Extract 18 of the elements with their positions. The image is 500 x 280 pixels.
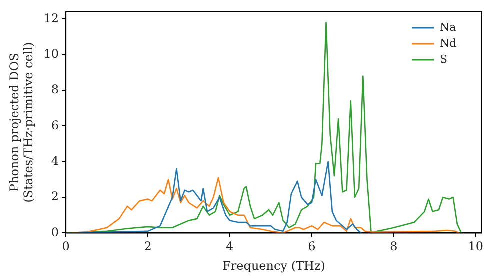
y-tick-label: 2 bbox=[51, 190, 60, 204]
legend-label: S bbox=[440, 52, 448, 66]
x-axis-title: Frequency (THz) bbox=[222, 258, 326, 273]
x-tick-label: 2 bbox=[144, 240, 152, 254]
legend-label: Na bbox=[440, 20, 457, 34]
y-axis-title: Phonon projected DOS (States/THz·primitive cell) bbox=[7, 42, 36, 203]
y-tick-label: 8 bbox=[51, 82, 60, 97]
x-tick-label: 8 bbox=[390, 240, 398, 254]
legend-label: Nd bbox=[440, 36, 457, 50]
x-tick-label: 4 bbox=[226, 240, 234, 254]
y-tick-label: 12 bbox=[44, 11, 60, 26]
y-tick-label: 4 bbox=[51, 154, 60, 168]
y-tick-label: 0 bbox=[51, 225, 60, 240]
x-tick-label: 0 bbox=[62, 240, 70, 254]
x-tick-label: 6 bbox=[308, 240, 316, 254]
y-tick-label: 6 bbox=[51, 118, 60, 132]
y-tick-label: 10 bbox=[44, 46, 60, 61]
x-tick-label: 10 bbox=[468, 240, 484, 254]
